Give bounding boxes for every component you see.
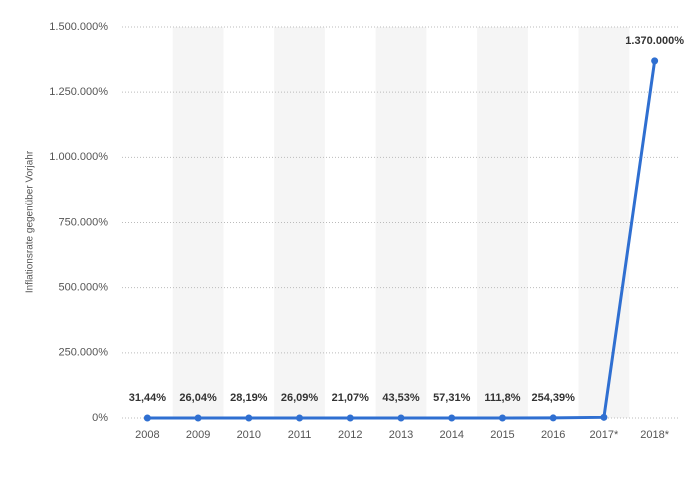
x-tick-label: 2009 [186,429,210,441]
x-tick-label: 2017* [590,429,619,441]
value-label: 26,09% [281,392,319,404]
y-tick-label: 1.000.000% [49,151,108,163]
point [245,414,253,422]
y-tick-label: 250.000% [58,347,108,359]
point [549,414,557,422]
point [143,414,151,422]
point [397,414,405,422]
value-label: 43,53% [382,392,420,404]
y-tick-label: 1.500.000% [49,21,108,33]
x-tick-label: 2014 [439,429,463,441]
value-label: 26,04% [179,392,217,404]
x-tick-label: 2016 [541,429,565,441]
value-label: 21,07% [332,392,370,404]
x-tick-label: 2018* [640,429,669,441]
band [578,27,630,418]
band [477,27,528,418]
point [651,57,659,65]
x-tick-label: 2008 [135,429,159,441]
x-tick-label: 2010 [237,429,261,441]
point [194,414,202,422]
value-label: 254,39% [531,392,575,404]
y-tick-label: 0% [92,412,108,424]
point [600,413,608,421]
y-tick-label: 1.250.000% [49,86,108,98]
point [296,414,304,422]
value-label: 28,19% [230,392,268,404]
value-label: 1.370.000% [625,35,684,47]
y-axis-label: Inflationsrate gegenüber Vorjahr [25,150,36,293]
y-tick-label: 750.000% [58,216,108,228]
point [346,414,354,422]
x-tick-label: 2015 [490,429,514,441]
value-label: 57,31% [433,392,471,404]
point [448,414,456,422]
x-tick-label: 2013 [389,429,413,441]
x-tick-label: 2011 [288,429,312,441]
value-label: 31,44% [129,392,167,404]
x-tick-label: 2012 [338,429,362,441]
point [498,414,506,422]
value-label: 111,8% [484,392,520,404]
y-tick-label: 500.000% [58,282,108,294]
